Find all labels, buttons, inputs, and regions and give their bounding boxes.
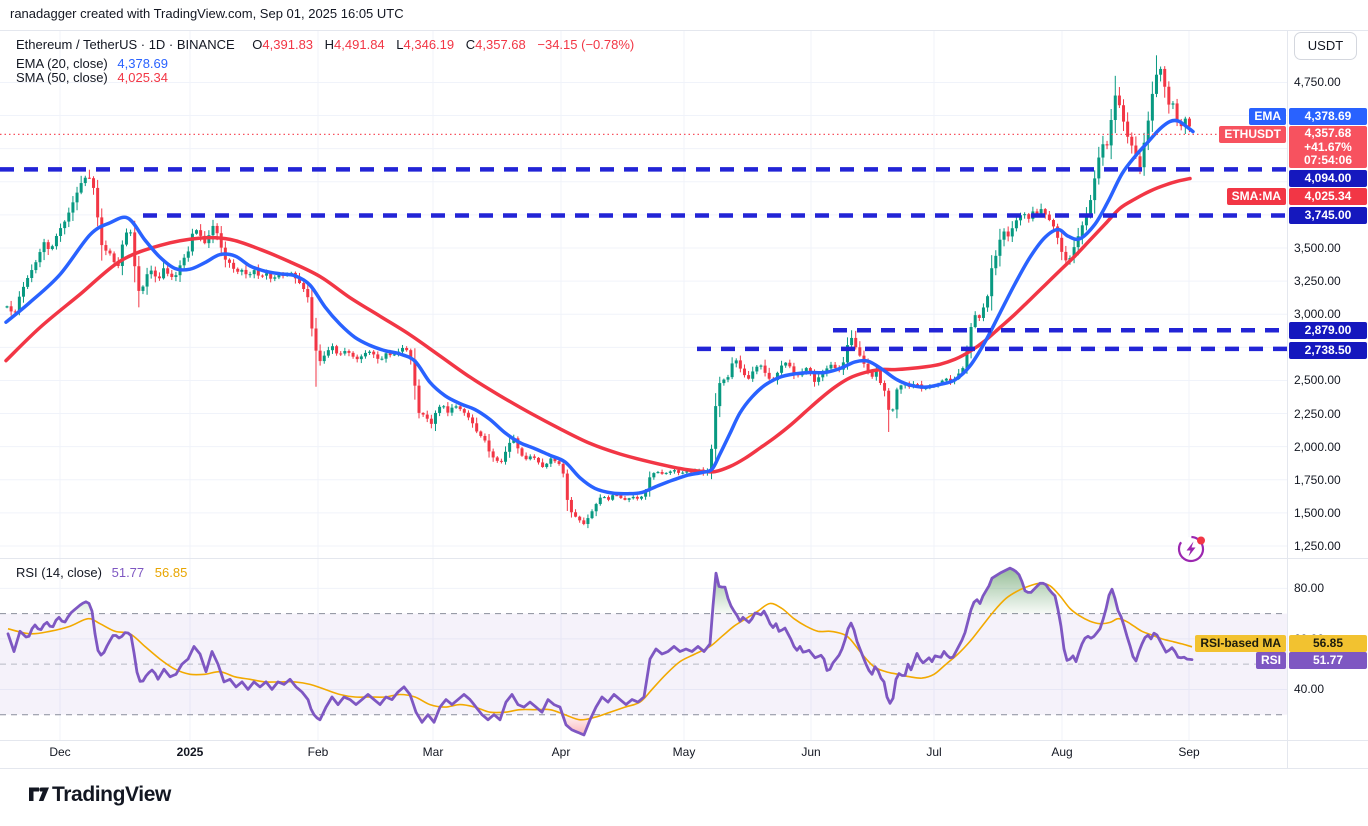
time-axis-tick: 2025 (176, 745, 204, 759)
price-axis-tick: 3,250.00 (1294, 274, 1341, 289)
price-axis-tick: 1,750.00 (1294, 472, 1341, 487)
rsi-ma-axis-value: 56.85 (1289, 635, 1367, 652)
price-axis-tick: 2,500.00 (1294, 373, 1341, 388)
ema-value: 4,378.69 (117, 56, 168, 71)
high-letter: H (324, 37, 335, 52)
rsi-ma-value: 56.85 (154, 565, 188, 580)
sma-axis-tag: SMA:MA (1226, 188, 1286, 205)
time-axis-tick: Apr (551, 745, 571, 759)
time-axis-tick: Aug (1051, 745, 1073, 759)
change-percent: +41.67% (1304, 139, 1352, 154)
ema-label[interactable]: EMA (20, close) (16, 56, 108, 71)
rsi-axis-tag: RSI (1255, 652, 1286, 669)
sma-value: 4,025.34 (117, 70, 168, 85)
time-axis-tick: Mar (422, 745, 444, 759)
ema-axis-value: 4,378.69 (1289, 108, 1367, 125)
time-axis-tick: Dec (49, 745, 71, 759)
time-axis-tick: Sep (1178, 745, 1200, 759)
sma-axis-value: 4,025.34 (1289, 188, 1367, 205)
attribution-text: ranadagger created with TradingView.com,… (10, 6, 404, 21)
header-separator (0, 30, 1368, 31)
low-value: 4,346.19 (403, 37, 455, 52)
rsi-ma-axis-tag: RSI-based MA (1195, 635, 1286, 652)
symbol-legend-row[interactable]: Ethereum / TetherUS · 1D · BINANCE O4,39… (16, 37, 634, 52)
price-axis-tick: 1,500.00 (1294, 505, 1341, 520)
level-price-badge: 2,738.50 (1289, 342, 1367, 359)
sma-legend-row[interactable]: SMA (50, close) 4,025.34 (16, 70, 168, 85)
tradingview-wordmark[interactable]: TradingView (52, 783, 171, 806)
level-price-badge: 4,094.00 (1289, 170, 1367, 187)
time-axis-tick: May (672, 745, 696, 759)
footer-separator (0, 768, 1368, 769)
close-letter: C (465, 37, 476, 52)
price-axis-tick: 1,250.00 (1294, 539, 1341, 553)
price-axis-separator (1287, 30, 1288, 768)
symbol-title[interactable]: Ethereum / TetherUS · 1D · BINANCE (16, 37, 235, 52)
open-value: 4,391.83 (262, 37, 314, 52)
rsi-axis-tick: 40.00 (1294, 682, 1325, 697)
last-price-axis-block: 4,357.68 +41.67% 07:54:06 (1289, 126, 1367, 168)
rsi-label[interactable]: RSI (14, close) (16, 565, 102, 580)
change-value: −34.15 (−0.78%) (537, 37, 635, 52)
price-axis-tick: 4,750.00 (1294, 75, 1341, 90)
ema-legend-row[interactable]: EMA (20, close) 4,378.69 (16, 56, 168, 71)
last-price-value: 4,357.68 (1304, 126, 1352, 140)
tradingview-logo-icon[interactable] (29, 787, 49, 803)
low-letter: L (396, 37, 404, 52)
level-price-badge: 2,879.00 (1289, 322, 1367, 339)
time-axis-tick: Jul (926, 745, 942, 759)
time-axis-tick: Jun (801, 745, 821, 759)
currency-toggle-button[interactable]: USDT (1294, 32, 1357, 60)
high-value: 4,491.84 (334, 37, 385, 52)
open-letter: O (252, 37, 263, 52)
time-axis-separator (0, 740, 1368, 741)
price-axis-tick: 2,000.00 (1294, 439, 1341, 454)
rsi-axis-tick: 80.00 (1294, 581, 1325, 596)
price-axis-tick: 2,250.00 (1294, 406, 1341, 421)
rsi-axis-value: 51.77 (1289, 652, 1367, 669)
price-axis-tick: 3,500.00 (1294, 241, 1341, 255)
bar-countdown: 07:54:06 (1303, 153, 1353, 167)
symbol-axis-tag: ETHUSDT (1219, 126, 1286, 143)
pane-separator[interactable] (0, 558, 1368, 559)
price-axis-tick: 3,000.00 (1294, 307, 1341, 322)
ema-axis-tag: EMA (1249, 108, 1286, 125)
rsi-legend-row[interactable]: RSI (14, close) 51.77 56.85 (16, 565, 187, 580)
time-axis-tick: Feb (307, 745, 329, 759)
rsi-value: 51.77 (111, 565, 145, 580)
sma-label[interactable]: SMA (50, close) (16, 70, 108, 85)
close-value: 4,357.68 (475, 37, 526, 52)
instant-trading-icon[interactable] (1176, 532, 1210, 566)
level-price-badge: 3,745.00 (1289, 207, 1367, 224)
